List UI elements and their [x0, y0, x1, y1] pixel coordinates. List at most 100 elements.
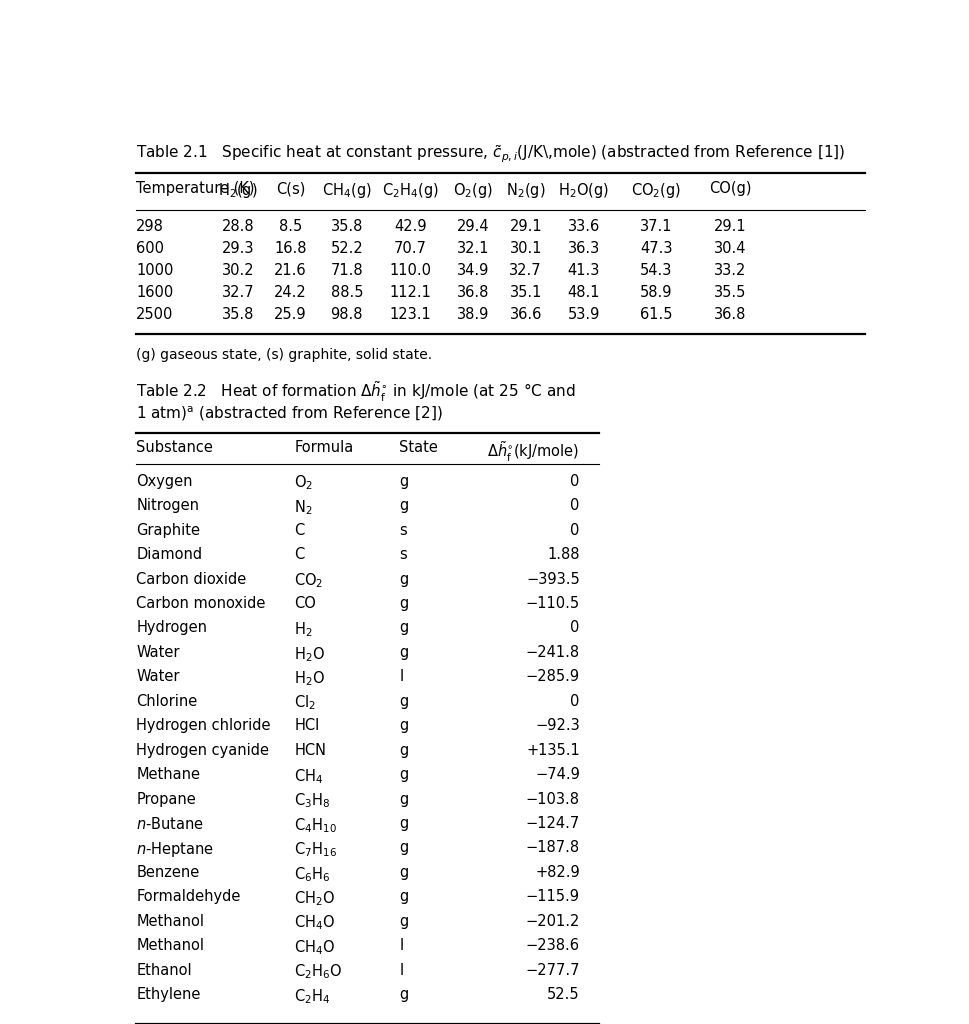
Text: Chlorine: Chlorine: [136, 693, 198, 709]
Text: CH$_4$: CH$_4$: [294, 767, 323, 785]
Text: 1.88: 1.88: [547, 547, 579, 562]
Text: H$_2$O: H$_2$O: [294, 645, 325, 664]
Text: 70.7: 70.7: [393, 242, 426, 256]
Text: g: g: [399, 742, 408, 758]
Text: 33.2: 33.2: [713, 263, 745, 279]
Text: −187.8: −187.8: [525, 841, 579, 855]
Text: −103.8: −103.8: [525, 792, 579, 807]
Text: 0: 0: [570, 522, 579, 538]
Text: 0: 0: [570, 693, 579, 709]
Text: l: l: [399, 963, 403, 978]
Text: g: g: [399, 987, 408, 1002]
Text: CO$_2$: CO$_2$: [294, 571, 323, 590]
Text: l: l: [399, 938, 403, 953]
Text: Ethylene: Ethylene: [136, 987, 201, 1002]
Text: 0: 0: [570, 499, 579, 513]
Text: g: g: [399, 718, 408, 733]
Text: 29.1: 29.1: [713, 219, 746, 234]
Text: −393.5: −393.5: [525, 571, 579, 587]
Text: 36.8: 36.8: [713, 307, 745, 323]
Text: 36.6: 36.6: [509, 307, 542, 323]
Text: N$_2$(g): N$_2$(g): [506, 181, 545, 201]
Text: g: g: [399, 499, 408, 513]
Text: −110.5: −110.5: [525, 596, 579, 611]
Text: 21.6: 21.6: [274, 263, 306, 279]
Text: Carbon monoxide: Carbon monoxide: [136, 596, 266, 611]
Text: Table 2.2   Heat of formation $\Delta\tilde{h}^{\circ}_{\mathrm{f}}$ in kJ/mole : Table 2.2 Heat of formation $\Delta\tild…: [136, 380, 576, 404]
Text: Oxygen: Oxygen: [136, 474, 193, 488]
Text: Graphite: Graphite: [136, 522, 200, 538]
Text: 88.5: 88.5: [330, 286, 362, 300]
Text: −124.7: −124.7: [525, 816, 579, 830]
Text: Propane: Propane: [136, 792, 196, 807]
Text: g: g: [399, 621, 408, 636]
Text: 41.3: 41.3: [567, 263, 599, 279]
Text: Table 2.1   Specific heat at constant pressure, $\tilde{c}_{p,i}$(J/K\,mole) (ab: Table 2.1 Specific heat at constant pres…: [136, 143, 845, 165]
Text: 29.4: 29.4: [456, 219, 489, 234]
Text: Carbon dioxide: Carbon dioxide: [136, 571, 246, 587]
Text: −285.9: −285.9: [525, 670, 579, 684]
Text: Benzene: Benzene: [136, 865, 200, 880]
Text: Hydrogen cyanide: Hydrogen cyanide: [136, 742, 269, 758]
Text: O$_2$(g): O$_2$(g): [453, 181, 492, 201]
Text: H$_2$(g): H$_2$(g): [218, 181, 257, 201]
Text: Nitrogen: Nitrogen: [136, 499, 199, 513]
Text: CH$_4$O: CH$_4$O: [294, 913, 335, 933]
Text: 52.5: 52.5: [547, 987, 579, 1002]
Text: 0: 0: [570, 474, 579, 488]
Text: Formaldehyde: Formaldehyde: [136, 889, 240, 904]
Text: 29.3: 29.3: [221, 242, 254, 256]
Text: 16.8: 16.8: [274, 242, 306, 256]
Text: 33.6: 33.6: [567, 219, 599, 234]
Text: CH$_4$O: CH$_4$O: [294, 938, 335, 956]
Text: C$_2$H$_4$: C$_2$H$_4$: [294, 987, 330, 1006]
Text: 0: 0: [570, 621, 579, 636]
Text: HCl: HCl: [294, 718, 319, 733]
Text: C$_4$H$_{10}$: C$_4$H$_{10}$: [294, 816, 336, 835]
Text: 32.1: 32.1: [456, 242, 488, 256]
Text: 24.2: 24.2: [273, 286, 306, 300]
Text: Ethanol: Ethanol: [136, 963, 192, 978]
Text: g: g: [399, 841, 408, 855]
Text: 32.7: 32.7: [509, 263, 542, 279]
Text: s: s: [399, 547, 407, 562]
Text: g: g: [399, 865, 408, 880]
Text: CH$_2$O: CH$_2$O: [294, 889, 335, 908]
Text: Hydrogen chloride: Hydrogen chloride: [136, 718, 270, 733]
Text: Methane: Methane: [136, 767, 200, 782]
Text: −201.2: −201.2: [525, 913, 579, 929]
Text: $\Delta\tilde{h}^{\circ}_{\mathrm{f}}$(kJ/mole): $\Delta\tilde{h}^{\circ}_{\mathrm{f}}$(k…: [487, 440, 579, 464]
Text: g: g: [399, 571, 408, 587]
Text: 30.4: 30.4: [713, 242, 746, 256]
Text: 98.8: 98.8: [330, 307, 362, 323]
Text: 8.5: 8.5: [278, 219, 301, 234]
Text: Temperature (K): Temperature (K): [136, 181, 255, 197]
Text: CO$_2$(g): CO$_2$(g): [631, 181, 681, 201]
Text: g: g: [399, 767, 408, 782]
Text: 123.1: 123.1: [390, 307, 431, 323]
Text: 36.3: 36.3: [567, 242, 599, 256]
Text: g: g: [399, 596, 408, 611]
Text: Diamond: Diamond: [136, 547, 203, 562]
Text: 58.9: 58.9: [640, 286, 672, 300]
Text: 71.8: 71.8: [330, 263, 362, 279]
Text: g: g: [399, 913, 408, 929]
Text: 36.8: 36.8: [456, 286, 488, 300]
Text: −74.9: −74.9: [534, 767, 579, 782]
Text: Methanol: Methanol: [136, 913, 204, 929]
Text: CO: CO: [294, 596, 316, 611]
Text: s: s: [399, 522, 407, 538]
Text: g: g: [399, 792, 408, 807]
Text: −241.8: −241.8: [525, 645, 579, 659]
Text: Substance: Substance: [136, 440, 213, 455]
Text: C(s): C(s): [275, 181, 305, 197]
Text: Methanol: Methanol: [136, 938, 204, 953]
Text: 38.9: 38.9: [456, 307, 488, 323]
Text: g: g: [399, 645, 408, 659]
Text: 112.1: 112.1: [390, 286, 431, 300]
Text: 47.3: 47.3: [640, 242, 672, 256]
Text: 32.7: 32.7: [221, 286, 254, 300]
Text: 25.9: 25.9: [274, 307, 306, 323]
Text: 30.1: 30.1: [509, 242, 542, 256]
Text: Water: Water: [136, 645, 179, 659]
